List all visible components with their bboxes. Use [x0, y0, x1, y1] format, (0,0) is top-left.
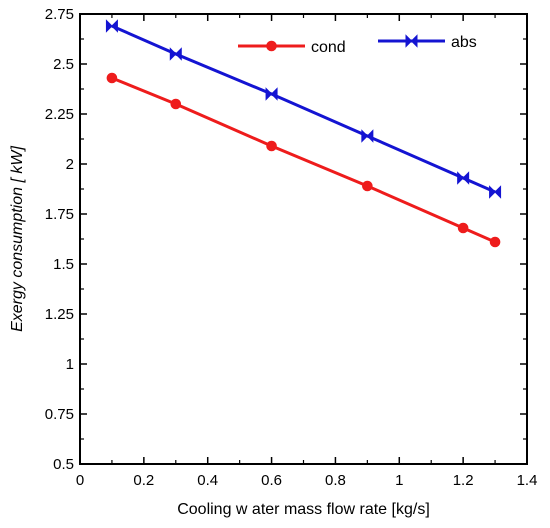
series-cond [106, 72, 501, 248]
legend-item-abs: abs [378, 34, 477, 51]
y-tick-label: 0.75 [45, 406, 74, 423]
series-line-abs [111, 24, 496, 194]
y-tick-label: 2.25 [45, 106, 74, 123]
x-tick-label: 0 [76, 472, 84, 489]
data-point-cond [362, 180, 373, 192]
series-line-cond [111, 76, 496, 244]
x-tick-labels: 0 0.2 0.4 0.6 0.8 1 1.2 1.4 [76, 472, 538, 489]
series-abs [105, 19, 502, 199]
legend-marker-cond [266, 40, 277, 52]
y-tick-label: 2.75 [45, 6, 74, 23]
x-tick-label: 0.6 [261, 472, 282, 489]
legend-item-cond: cond [238, 39, 346, 56]
x-tick-label: 1.2 [453, 472, 474, 489]
y-tick-labels: 0.5 0.75 1 1.25 1.5 1.75 2 2.25 2.5 2.75 [45, 6, 74, 473]
data-point-cond [457, 222, 469, 234]
y-tick-label: 2.5 [53, 56, 74, 73]
data-point-abs [489, 185, 502, 199]
series-layer [105, 19, 502, 248]
y-tick-label: 1 [66, 356, 74, 373]
y-tick-label: 0.5 [53, 456, 74, 473]
data-point-abs [265, 87, 278, 101]
plot-frame [79, 13, 528, 465]
data-point-cond [266, 140, 277, 152]
legend-marker-abs [405, 34, 418, 48]
data-point-abs [105, 19, 118, 33]
x-axis-label: Cooling w ater mass flow rate [kg/s] [177, 501, 430, 518]
y-tick-label: 1.75 [45, 206, 74, 223]
x-tick-label: 0.8 [325, 472, 346, 489]
y-axis-label: Exergy consumption [ kW] [9, 146, 26, 332]
y-tick-label: 1.25 [45, 306, 74, 323]
legend: cond abs [238, 34, 477, 56]
data-point-cond [489, 236, 501, 248]
data-point-abs [361, 129, 374, 143]
x-tick-label: 1.4 [517, 472, 538, 489]
data-point-cond [106, 72, 118, 84]
data-point-abs [457, 171, 470, 185]
y-tick-label: 2 [66, 156, 74, 173]
y-tick-label: 1.5 [53, 256, 74, 273]
data-point-cond [170, 98, 182, 110]
axis-ticks [79, 13, 528, 465]
x-tick-label: 0.4 [197, 472, 218, 489]
legend-label-abs: abs [451, 34, 477, 51]
data-point-abs [169, 47, 182, 61]
x-tick-label: 0.2 [133, 472, 154, 489]
x-tick-label: 1 [395, 472, 403, 489]
legend-label-cond: cond [311, 39, 346, 56]
